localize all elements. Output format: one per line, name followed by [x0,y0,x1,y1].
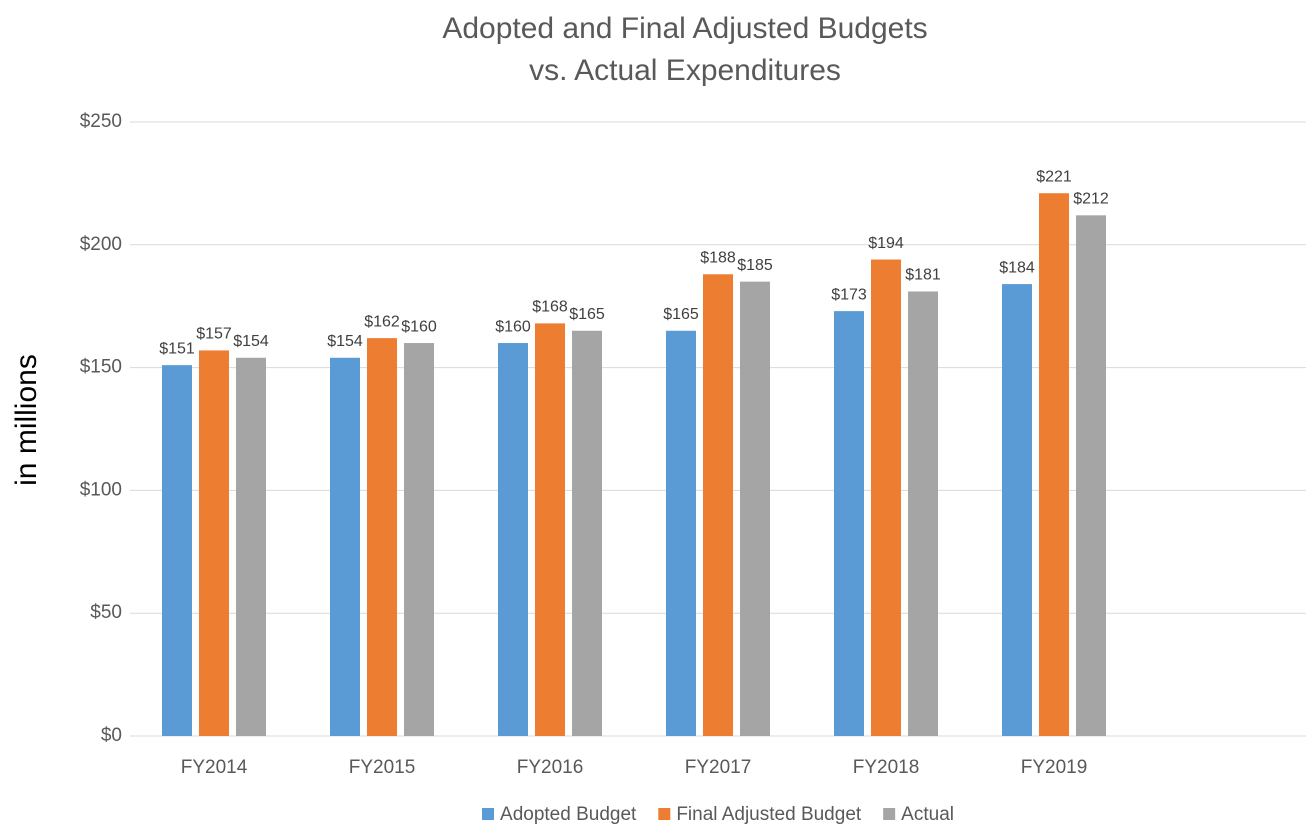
data-label: $173 [831,286,867,303]
legend-swatch [883,808,896,820]
x-tick-label: FY2016 [517,757,584,778]
y-tick-label: $50 [90,602,122,623]
bar [330,357,360,736]
chart-title: Adopted and Final Adjusted Budgets [442,12,927,45]
x-tick-label: FY2015 [349,757,416,778]
data-label: $184 [999,259,1035,276]
data-label: $212 [1073,191,1109,208]
x-tick-label: FY2019 [1021,757,1088,778]
data-label: $185 [737,257,773,274]
bar [535,323,565,736]
bar [908,291,938,736]
data-label: $157 [196,326,232,343]
y-tick-label: $200 [80,234,122,255]
legend-label: Final Adjusted Budget [676,804,862,825]
y-axis-label: in millions [10,354,43,486]
bar [404,343,434,736]
bar [162,365,192,736]
bar [834,311,864,736]
data-label: $160 [401,318,437,335]
data-label: $221 [1036,168,1072,185]
legend-swatch [658,808,671,820]
legend-label: Actual [901,804,954,825]
legend-label: Adopted Budget [500,804,637,825]
data-label: $181 [905,267,941,284]
x-tick-label: FY2017 [685,757,752,778]
bar [703,274,733,736]
data-label: $188 [700,249,736,266]
data-label: $160 [495,318,531,335]
bar [1002,284,1032,736]
data-label: $162 [364,313,400,330]
data-label: $168 [532,299,568,316]
bar [1039,193,1069,736]
data-label: $151 [159,340,195,357]
bar [740,281,770,736]
data-label: $165 [569,306,605,323]
y-tick-label: $150 [80,357,122,378]
chart-title: vs. Actual Expenditures [529,54,841,87]
bar [498,343,528,736]
bar [236,357,266,736]
legend-swatch [482,808,495,820]
bar [367,338,397,736]
y-tick-label: $250 [80,111,122,132]
x-tick-label: FY2018 [853,757,920,778]
data-label: $194 [868,235,904,252]
bar [871,259,901,736]
data-label: $154 [233,333,269,350]
bar [666,330,696,736]
data-label: $154 [327,333,363,350]
bar [1076,215,1106,736]
data-label: $165 [663,306,699,323]
y-tick-label: $0 [101,725,122,746]
y-tick-label: $100 [80,479,122,500]
bar [572,330,602,736]
bar [199,350,229,736]
x-tick-label: FY2014 [181,757,248,778]
